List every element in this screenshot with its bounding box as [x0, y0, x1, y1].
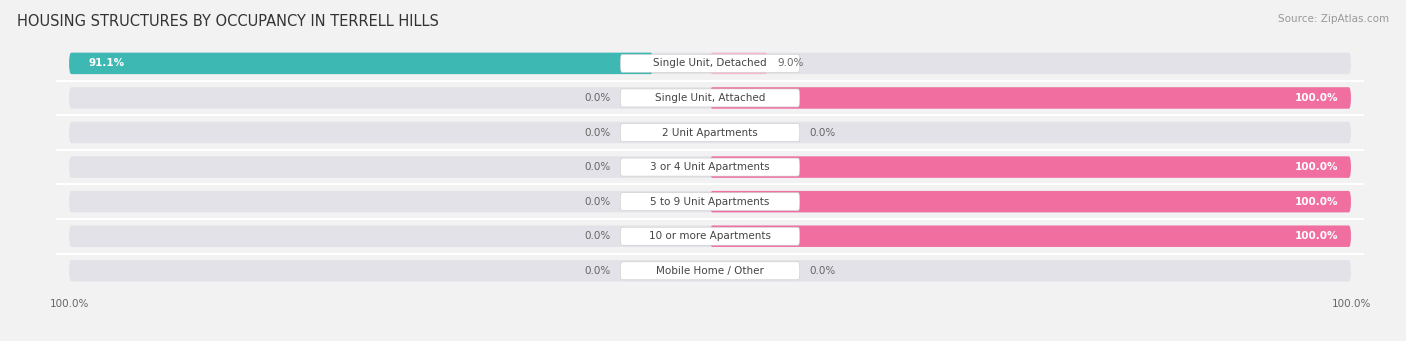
FancyBboxPatch shape: [710, 157, 1351, 178]
Text: 0.0%: 0.0%: [810, 128, 835, 137]
FancyBboxPatch shape: [620, 158, 800, 176]
FancyBboxPatch shape: [620, 55, 800, 72]
Text: 9.0%: 9.0%: [778, 58, 804, 69]
Text: 0.0%: 0.0%: [585, 231, 610, 241]
Legend: Owner-occupied, Renter-occupied: Owner-occupied, Renter-occupied: [602, 340, 818, 341]
Text: 0.0%: 0.0%: [585, 128, 610, 137]
Text: 0.0%: 0.0%: [585, 266, 610, 276]
FancyBboxPatch shape: [69, 87, 1351, 109]
FancyBboxPatch shape: [69, 53, 1351, 74]
Text: 2 Unit Apartments: 2 Unit Apartments: [662, 128, 758, 137]
Text: 91.1%: 91.1%: [89, 58, 124, 69]
FancyBboxPatch shape: [620, 123, 800, 142]
FancyBboxPatch shape: [710, 225, 1351, 247]
Text: Mobile Home / Other: Mobile Home / Other: [657, 266, 763, 276]
FancyBboxPatch shape: [69, 157, 1351, 178]
Text: 0.0%: 0.0%: [585, 93, 610, 103]
FancyBboxPatch shape: [620, 227, 800, 245]
Text: 0.0%: 0.0%: [810, 266, 835, 276]
Text: 100.0%: 100.0%: [1295, 93, 1339, 103]
Text: HOUSING STRUCTURES BY OCCUPANCY IN TERRELL HILLS: HOUSING STRUCTURES BY OCCUPANCY IN TERRE…: [17, 14, 439, 29]
Text: 100.0%: 100.0%: [1295, 162, 1339, 172]
FancyBboxPatch shape: [69, 191, 1351, 212]
FancyBboxPatch shape: [69, 122, 1351, 143]
Text: 5 to 9 Unit Apartments: 5 to 9 Unit Apartments: [651, 197, 769, 207]
Text: Source: ZipAtlas.com: Source: ZipAtlas.com: [1278, 14, 1389, 24]
FancyBboxPatch shape: [710, 53, 768, 74]
Text: 100.0%: 100.0%: [1295, 197, 1339, 207]
FancyBboxPatch shape: [620, 262, 800, 280]
FancyBboxPatch shape: [620, 193, 800, 211]
FancyBboxPatch shape: [69, 260, 1351, 282]
FancyBboxPatch shape: [710, 191, 1351, 212]
Text: Single Unit, Detached: Single Unit, Detached: [654, 58, 766, 69]
Text: 0.0%: 0.0%: [585, 197, 610, 207]
FancyBboxPatch shape: [710, 87, 1351, 109]
Text: Single Unit, Attached: Single Unit, Attached: [655, 93, 765, 103]
Text: 100.0%: 100.0%: [1295, 231, 1339, 241]
FancyBboxPatch shape: [69, 53, 652, 74]
FancyBboxPatch shape: [69, 225, 1351, 247]
Text: 10 or more Apartments: 10 or more Apartments: [650, 231, 770, 241]
FancyBboxPatch shape: [620, 89, 800, 107]
Text: 0.0%: 0.0%: [585, 162, 610, 172]
Text: 3 or 4 Unit Apartments: 3 or 4 Unit Apartments: [650, 162, 770, 172]
